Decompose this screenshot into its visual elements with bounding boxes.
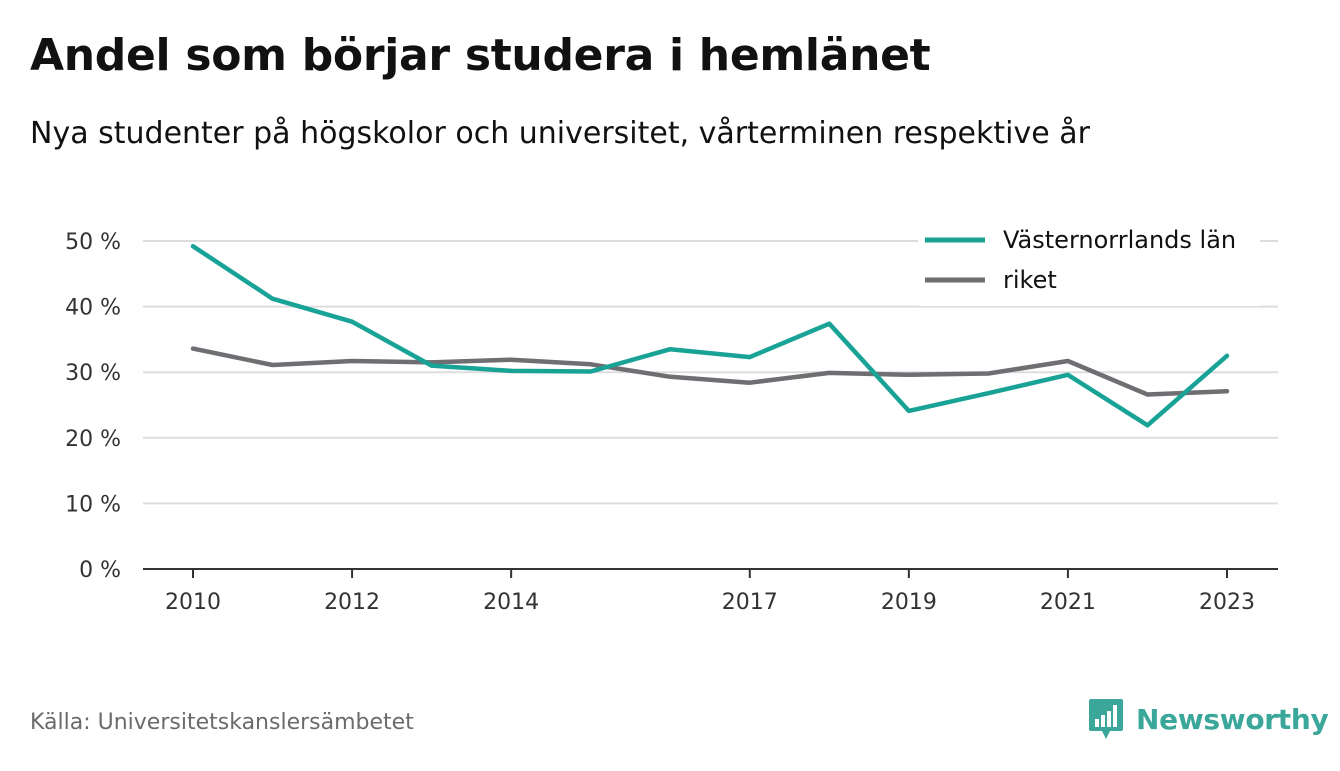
x-tick-label: 2014 (483, 590, 539, 615)
legend: Västernorrlands län riket (918, 218, 1260, 306)
y-tick-label: 50 % (65, 230, 121, 255)
series-line-2 (190, 346, 1230, 397)
x-tick-label: 2010 (165, 590, 221, 615)
x-axis: 2010 2012 2014 2017 2019 2021 2023 (143, 568, 1278, 615)
legend-label: Västernorrlands län (1003, 226, 1236, 254)
y-tick-label: 20 % (65, 427, 121, 452)
x-tick-label: 2021 (1040, 590, 1096, 615)
source-note: Källa: Universitetskanslersämbetet (30, 710, 414, 735)
brand-logo: Newsworthy (1088, 697, 1329, 741)
line-chart: 0 % 10 % 20 % 30 % 40 % 50 % 2010 2012 2014 2017… (65, 218, 1278, 615)
chart-title: Andel som börjar studera i hemlänet (30, 30, 931, 81)
series-line-1 (190, 243, 1230, 428)
legend-background (918, 218, 1260, 306)
x-tick-label: 2019 (881, 590, 937, 615)
y-tick-label: 0 % (79, 558, 121, 583)
x-tick-label: 2017 (722, 590, 778, 615)
chart-subtitle: Nya studenter på högskolor och universit… (30, 116, 1090, 151)
bar-chart-speech-bubble-icon (1089, 699, 1123, 739)
y-axis-labels: 0 % 10 % 20 % 30 % 40 % 50 % (65, 230, 121, 583)
y-tick-label: 40 % (65, 296, 121, 321)
legend-label: riket (1003, 266, 1057, 294)
brand-name: Newsworthy (1136, 702, 1329, 736)
y-tick-label: 30 % (65, 361, 121, 386)
x-tick-label: 2023 (1199, 590, 1255, 615)
series-lines (190, 243, 1230, 428)
y-tick-label: 10 % (65, 492, 121, 517)
x-tick-label: 2012 (324, 590, 380, 615)
